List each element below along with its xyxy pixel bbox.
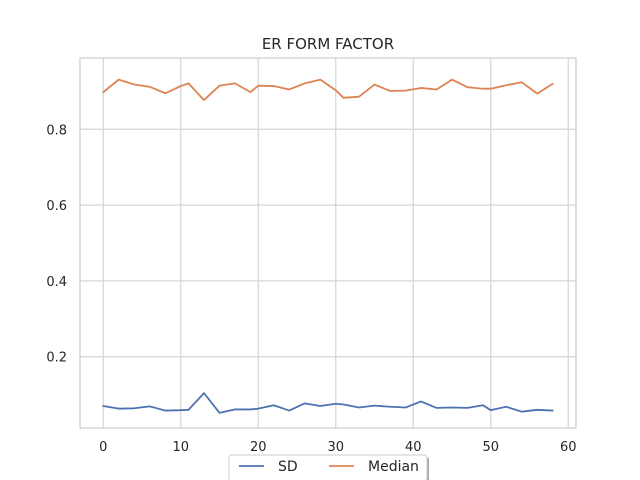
series-line-sd <box>102 392 554 414</box>
series-line-median <box>102 78 554 101</box>
x-tick-label: 20 <box>250 440 267 455</box>
plot-frame <box>79 57 577 429</box>
y-tick-label: 0.8 <box>46 123 67 138</box>
legend-label-sd: SD <box>278 459 298 475</box>
legend: SD Median <box>228 454 429 480</box>
legend-label-median: Median <box>368 459 419 475</box>
x-tick-label: 10 <box>172 440 189 455</box>
plot-area: 0 10 20 30 40 50 60 0.2 0.4 0.6 0.8 <box>46 57 577 455</box>
x-tick-label: 60 <box>560 440 577 455</box>
x-tick-label: 40 <box>405 440 422 455</box>
x-tick-label: 0 <box>99 440 107 455</box>
y-tick-label: 0.2 <box>46 351 67 366</box>
y-tick-label: 0.6 <box>46 199 67 214</box>
chart-title: ER FORM FACTOR <box>262 35 394 53</box>
y-tick-label: 0.4 <box>46 275 67 290</box>
legend-box <box>228 454 428 480</box>
x-tick-label: 50 <box>482 440 499 455</box>
x-tick-label: 30 <box>327 440 344 455</box>
